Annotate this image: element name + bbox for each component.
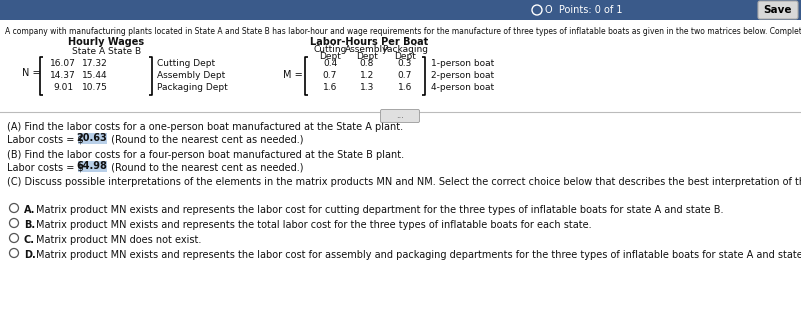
Text: State A: State A xyxy=(72,47,105,56)
Bar xyxy=(0,0,801,20)
Text: 1.6: 1.6 xyxy=(398,82,413,91)
Text: Labor costs = $: Labor costs = $ xyxy=(7,134,87,144)
FancyBboxPatch shape xyxy=(758,1,798,19)
Text: 0.3: 0.3 xyxy=(398,59,413,68)
Text: 17.32: 17.32 xyxy=(83,59,108,68)
Text: Dept: Dept xyxy=(319,52,341,61)
FancyBboxPatch shape xyxy=(380,110,420,122)
Text: Dept: Dept xyxy=(394,52,416,61)
Text: State B: State B xyxy=(108,47,141,56)
Text: (B) Find the labor costs for a four-person boat manufactured at the State B plan: (B) Find the labor costs for a four-pers… xyxy=(7,150,405,160)
Text: D.: D. xyxy=(24,250,36,260)
Text: Assembly Dept: Assembly Dept xyxy=(157,71,225,79)
Text: Packaging Dept: Packaging Dept xyxy=(157,82,227,91)
Text: 10.75: 10.75 xyxy=(82,82,108,91)
Text: 1.2: 1.2 xyxy=(360,71,374,79)
Text: O  Points: 0 of 1: O Points: 0 of 1 xyxy=(545,5,622,15)
Text: Cutting Dept: Cutting Dept xyxy=(157,59,215,68)
Text: 4-person boat: 4-person boat xyxy=(431,82,494,91)
Text: A company with manufacturing plants located in State A and State B has labor-hou: A company with manufacturing plants loca… xyxy=(5,27,801,36)
FancyBboxPatch shape xyxy=(78,161,107,171)
Text: 0.7: 0.7 xyxy=(323,71,337,79)
Text: Cutting: Cutting xyxy=(313,45,347,54)
Text: (A) Find the labor costs for a one-person boat manufactured at the State A plant: (A) Find the labor costs for a one-perso… xyxy=(7,122,403,132)
Text: Hourly Wages: Hourly Wages xyxy=(68,37,144,47)
FancyBboxPatch shape xyxy=(78,132,107,144)
Text: 14.37: 14.37 xyxy=(50,71,76,79)
Text: ...: ... xyxy=(396,112,404,120)
Text: 0.8: 0.8 xyxy=(360,59,374,68)
Text: Matrix product MN does not exist.: Matrix product MN does not exist. xyxy=(36,235,201,245)
Text: 16.07: 16.07 xyxy=(50,59,76,68)
Text: 15.44: 15.44 xyxy=(83,71,108,79)
Text: Dept: Dept xyxy=(356,52,378,61)
Text: 1.3: 1.3 xyxy=(360,82,374,91)
Text: Labor costs = $: Labor costs = $ xyxy=(7,162,87,172)
Text: C.: C. xyxy=(24,235,35,245)
Text: M =: M = xyxy=(283,70,303,80)
Text: 64.98: 64.98 xyxy=(77,161,107,171)
Text: Matrix product MN exists and represents the labor cost for cutting department fo: Matrix product MN exists and represents … xyxy=(36,205,723,215)
Text: 0.4: 0.4 xyxy=(323,59,337,68)
Text: Matrix product MN exists and represents the labor cost for assembly and packagin: Matrix product MN exists and represents … xyxy=(36,250,801,260)
Text: Matrix product MN exists and represents the total labor cost for the three types: Matrix product MN exists and represents … xyxy=(36,220,592,230)
Text: Save: Save xyxy=(763,5,792,15)
Text: 20.63: 20.63 xyxy=(77,133,107,143)
Text: B.: B. xyxy=(24,220,35,230)
Text: (Round to the nearest cent as needed.): (Round to the nearest cent as needed.) xyxy=(108,162,304,172)
Text: 0.7: 0.7 xyxy=(398,71,413,79)
Text: (Round to the nearest cent as needed.): (Round to the nearest cent as needed.) xyxy=(108,134,304,144)
Text: (C) Discuss possible interpretations of the elements in the matrix products MN a: (C) Discuss possible interpretations of … xyxy=(7,177,801,187)
Text: 9.01: 9.01 xyxy=(53,82,73,91)
Text: A.: A. xyxy=(24,205,35,215)
Text: 1.6: 1.6 xyxy=(323,82,337,91)
Text: Labor-Hours Per Boat: Labor-Hours Per Boat xyxy=(310,37,429,47)
Text: N =: N = xyxy=(22,68,41,78)
Text: 1-person boat: 1-person boat xyxy=(431,59,494,68)
Text: Packaging: Packaging xyxy=(382,45,428,54)
Text: 2-person boat: 2-person boat xyxy=(431,71,494,79)
Text: Assembly: Assembly xyxy=(345,45,388,54)
